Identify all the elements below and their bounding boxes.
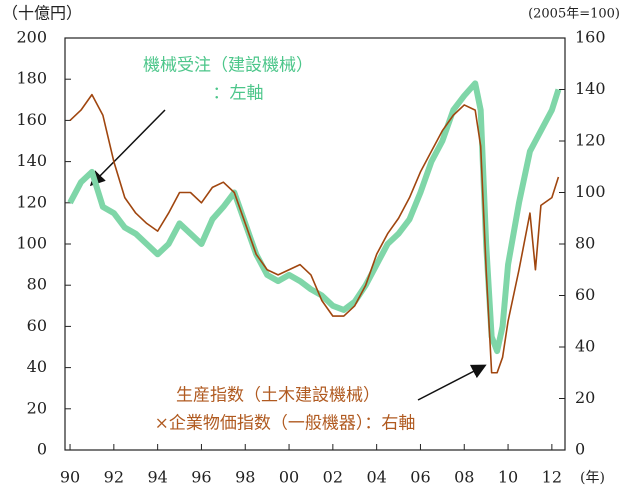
annotation: ：左軸: [213, 84, 264, 104]
y2-tick-label: 160: [575, 28, 606, 47]
x-tick-label: 02: [323, 468, 343, 487]
y2-tick-label: 20: [575, 388, 595, 407]
y2-tick-label: 100: [575, 182, 606, 201]
x-tick-label: 08: [454, 468, 474, 487]
y2-tick-label: 0: [575, 440, 585, 459]
y-tick-label: 140: [16, 151, 47, 170]
y2-tick-label: 40: [575, 337, 595, 356]
x-axis-label: (年): [580, 470, 605, 486]
annotation-arrow: [417, 364, 487, 401]
y-tick-label: 20: [27, 398, 47, 417]
y-tick-label: 40: [27, 357, 47, 376]
series-line: [67, 80, 562, 355]
x-tick-label: 00: [279, 468, 299, 487]
annotation: ×企業物価指数（一般機器）：右軸: [155, 414, 416, 434]
y-tick-label: 180: [16, 69, 47, 88]
x-tick-label: 12: [542, 468, 562, 487]
annotation: 機械受注（建設機械）: [143, 56, 313, 76]
y2-tick-label: 80: [575, 234, 595, 253]
x-tick-label: 96: [191, 468, 211, 487]
y2-tick-label: 60: [575, 285, 595, 304]
y-tick-label: 0: [37, 440, 47, 459]
y-tick-label: 160: [16, 110, 47, 129]
y2-tick-label: 140: [575, 79, 606, 98]
x-tick-label: 10: [498, 468, 518, 487]
x-tick-label: 92: [104, 468, 124, 487]
y-axis-label: （十億円）: [2, 4, 82, 23]
y-tick-label: 200: [16, 28, 47, 47]
annotation: 生産指数（土木建設機械）: [176, 386, 380, 406]
y-tick-label: 100: [16, 234, 47, 253]
y2-tick-label: 120: [575, 131, 606, 150]
y-tick-label: 120: [16, 192, 47, 211]
x-tick-label: 90: [60, 468, 80, 487]
x-tick-label: 06: [410, 468, 430, 487]
y-tick-label: 60: [27, 316, 47, 335]
annotation-arrow: [89, 109, 166, 187]
x-tick-label: 04: [366, 468, 386, 487]
x-tick-label: 98: [235, 468, 255, 487]
x-tick-label: 94: [147, 468, 167, 487]
y2-axis-label: (2005年=100): [528, 7, 620, 22]
y-tick-label: 80: [27, 275, 47, 294]
series-line: [69, 93, 560, 374]
